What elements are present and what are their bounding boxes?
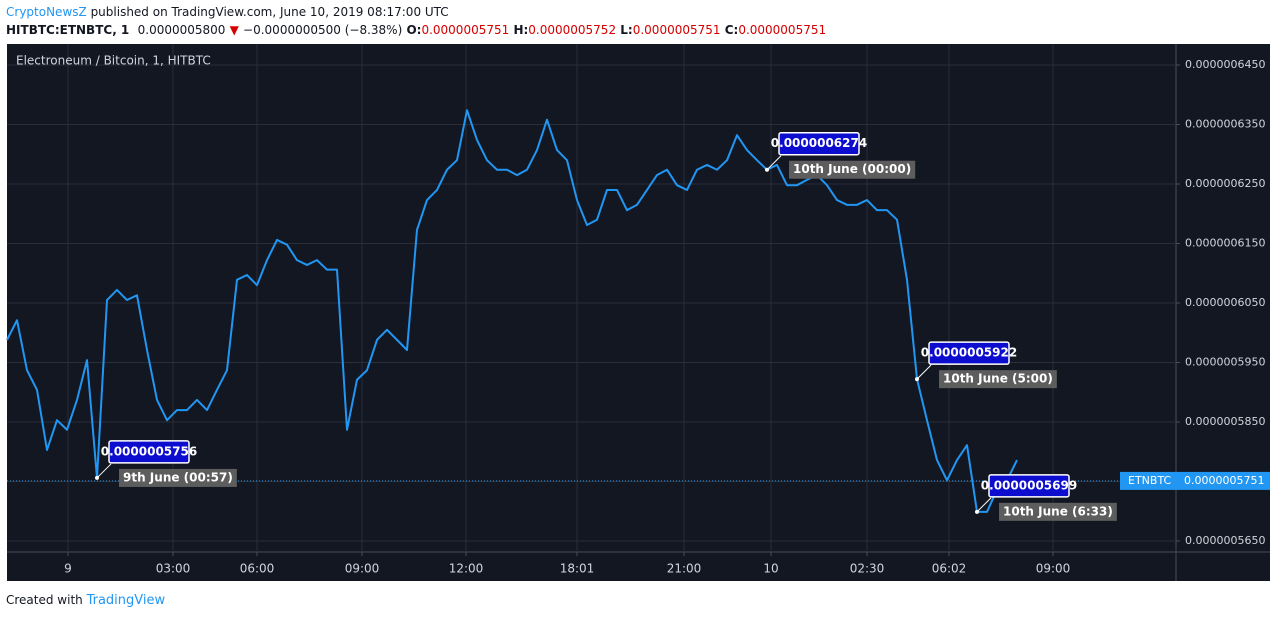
annotation-value: 0.0000005756 [101,444,197,458]
x-tick-label: 12:00 [449,562,484,576]
price-line [6,109,1018,513]
o-value: 0.0000005751 [421,23,510,37]
annotation-point [95,475,99,480]
y-tick-label: 0.0000006350 [1185,118,1265,131]
y-tick-label: 0.0000006050 [1185,296,1265,309]
y-tick-label: 0.0000005950 [1185,355,1265,368]
x-tick-label: 18:01 [560,562,595,576]
footer: Created with TradingView [6,593,165,608]
x-tick-label: 10 [763,562,778,576]
annotation-value: 0.0000005922 [921,346,1017,360]
symbol-bar: HITBTC:ETNBTC, 1 0.0000005800 ▼ −0.00000… [6,23,826,37]
annotation-pointer [96,463,112,479]
x-tick-label: 09:00 [1036,562,1071,576]
annotation-pointer [766,155,782,171]
x-tick-label: 9 [64,562,72,576]
annotation-value: 0.0000005699 [981,478,1077,492]
c-label: C: [724,23,739,37]
change: −0.0000000500 (−8.38%) [243,23,403,37]
annotation-point [915,377,919,382]
created-with: Created with [6,593,83,607]
publish-line: CryptoNewsZ published on TradingView.com… [6,5,449,19]
symbol: HITBTC:ETNBTC, 1 [6,23,130,37]
annotation-pointer [916,364,932,380]
y-tick-label: 0.0000006450 [1185,58,1265,71]
last: 0.0000005800 [137,23,226,37]
annotation-value-box [928,341,1010,365]
x-tick-label: 06:02 [932,562,967,576]
x-tick-label: 03:00 [156,562,191,576]
annotation-label-box [789,160,916,179]
annotation-label: 9th June (00:57) [123,470,233,484]
annotation-value-box [988,474,1070,498]
h-label: H: [513,23,529,37]
c-value: 0.0000005751 [738,23,827,37]
y-tick-label: 0.0000005650 [1185,534,1265,547]
annotation-pointer [976,497,992,513]
published-text: published on TradingView.com, June 10, 2… [90,5,449,19]
annotation-value-box [108,440,190,464]
l-label: L: [620,23,633,37]
x-tick-label: 21:00 [667,562,702,576]
o-label: O: [406,23,422,37]
chart-title: Electroneum / Bitcoin, 1, HITBTC [16,54,211,68]
annotation-label: 10th June (00:00) [793,162,911,176]
y-tick-label: 0.0000005850 [1185,415,1265,428]
publisher-link[interactable]: CryptoNewsZ [6,5,87,19]
annotation-label: 10th June (6:33) [1003,504,1113,518]
x-tick-label: 06:00 [240,562,275,576]
brand-link[interactable]: TradingView [86,593,166,608]
arrow: ▼ [229,23,239,37]
y-tick-label: 0.0000006250 [1185,177,1265,190]
l-value: 0.0000005751 [632,23,721,37]
y-tick-label: 0.0000006150 [1185,236,1265,249]
annotation-label-box [999,502,1117,521]
h-value: 0.0000005752 [528,23,617,37]
annotation-label-box [939,370,1057,389]
annotation-value: 0.0000006274 [771,136,867,150]
annotation-label: 10th June (5:00) [943,372,1053,386]
x-tick-label: 02:30 [850,562,885,576]
annotation-label-box [119,468,237,487]
annotation-value-box [778,131,860,156]
x-tick-label: 09:00 [345,562,380,576]
last-price-label: 0.0000005751 [1184,474,1264,487]
last-price-symbol: ETNBTC [1128,474,1172,487]
annotation-point [975,509,979,514]
chart: Electroneum / Bitcoin, 1, HITBTC 0.00000… [6,44,1270,581]
last-price-box [1120,471,1270,490]
annotation-point [765,167,769,172]
